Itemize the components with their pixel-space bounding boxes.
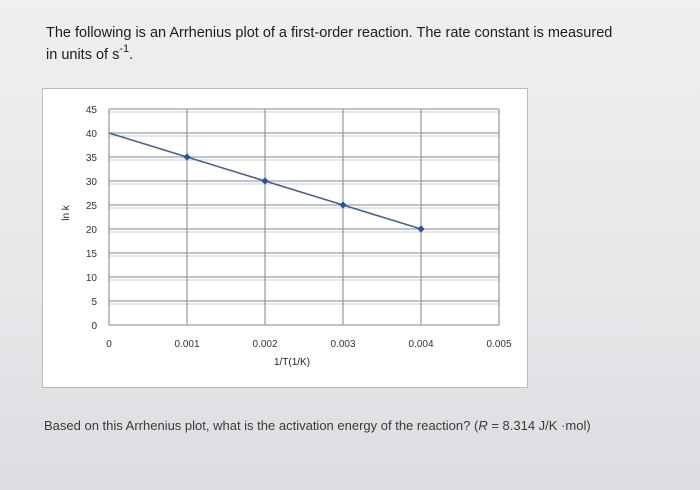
data-point-0-3 [339, 201, 347, 209]
gas-constant-value: = 8.314 J/K ·mol) [487, 418, 591, 433]
question-text: The following is an Arrhenius plot of a … [46, 22, 686, 66]
chart-ticks: 0 5 10 15 20 25 30 35 40 45 0 0.001 0.002 0.003 0.004 0… [86, 105, 512, 350]
x-tick-label-5: 0.005 [486, 339, 511, 350]
y-tick-label-0: 0 [91, 321, 97, 332]
question-units-text: in units of s [46, 47, 120, 63]
data-point-0-4 [417, 225, 425, 233]
chart-svg: 0 5 10 15 20 25 30 35 40 45 0 0.001 0.002 0.003 0.004 0… [61, 105, 512, 368]
question-units-period: . [129, 47, 134, 63]
y-axis-label: ln k [61, 204, 72, 221]
footer-question-text: Based on this Arrhenius plot, what is th… [44, 418, 479, 433]
x-tick-label-0: 0 [106, 339, 112, 350]
x-tick-label-3: 0.003 [330, 339, 355, 350]
chart-series [108, 132, 425, 233]
data-point-0-1 [183, 153, 191, 161]
question-units-exponent: -1 [119, 43, 130, 55]
y-tick-label-1: 5 [91, 297, 97, 308]
activation-energy-question: Based on this Arrhenius plot, what is th… [44, 416, 684, 436]
y-tick-label-9: 45 [86, 105, 98, 116]
gas-constant-symbol: R [478, 418, 488, 433]
y-tick-label-7: 35 [86, 153, 98, 164]
y-tick-label-5: 25 [86, 201, 98, 212]
x-tick-label-2: 0.002 [252, 339, 277, 350]
y-tick-label-4: 20 [86, 225, 98, 236]
y-tick-label-8: 40 [86, 129, 98, 140]
y-tick-label-3: 15 [86, 249, 98, 260]
x-axis-label: 1/T(1/K) [274, 357, 310, 368]
y-tick-label-6: 30 [86, 177, 98, 188]
y-tick-label-2: 10 [86, 273, 98, 284]
x-tick-label-1: 0.001 [174, 339, 199, 350]
data-point-0-2 [261, 177, 269, 185]
chart-grid [108, 108, 500, 326]
x-tick-label-4: 0.004 [408, 339, 433, 350]
question-line-2: in units of s-1. [46, 44, 686, 66]
arrhenius-chart: 0 5 10 15 20 25 30 35 40 45 0 0.001 0.002 0.003 0.004 0… [42, 88, 528, 388]
question-line-1: The following is an Arrhenius plot of a … [46, 25, 613, 41]
